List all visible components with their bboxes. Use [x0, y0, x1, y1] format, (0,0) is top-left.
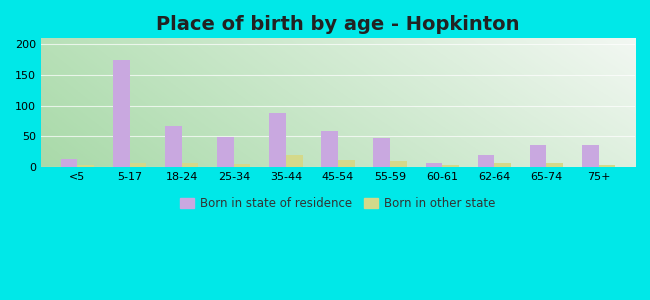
Bar	[269, 113, 286, 167]
Bar	[234, 164, 250, 167]
Bar	[530, 146, 547, 167]
Bar	[338, 160, 355, 167]
Bar	[494, 163, 511, 167]
Bar	[390, 161, 407, 167]
Bar	[129, 163, 146, 167]
Bar	[181, 163, 198, 167]
Bar	[321, 131, 338, 167]
Bar	[374, 138, 390, 167]
Bar	[217, 137, 234, 167]
Bar	[478, 155, 494, 167]
Bar	[61, 159, 77, 167]
Legend: Born in state of residence, Born in other state: Born in state of residence, Born in othe…	[176, 193, 500, 215]
Bar	[113, 60, 129, 167]
Bar	[165, 126, 181, 167]
Bar	[286, 155, 302, 167]
Bar	[582, 146, 599, 167]
Bar	[547, 163, 563, 167]
Bar	[442, 165, 459, 167]
Bar	[599, 165, 615, 167]
Bar	[77, 165, 94, 167]
Title: Place of birth by age - Hopkinton: Place of birth by age - Hopkinton	[156, 15, 520, 34]
Bar	[426, 163, 442, 167]
